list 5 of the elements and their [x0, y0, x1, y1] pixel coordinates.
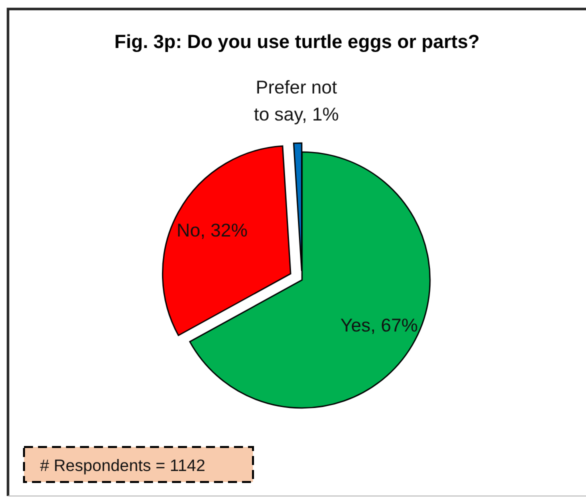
slice-label: Yes, 67%	[340, 314, 418, 336]
slice-label: Prefer not to say, 1%	[254, 76, 339, 124]
chart-title: Fig. 3p: Do you use turtle eggs or parts?	[114, 32, 480, 53]
text: # Respondents = 1142	[40, 457, 206, 475]
slice-label: No, 32%	[176, 220, 248, 241]
